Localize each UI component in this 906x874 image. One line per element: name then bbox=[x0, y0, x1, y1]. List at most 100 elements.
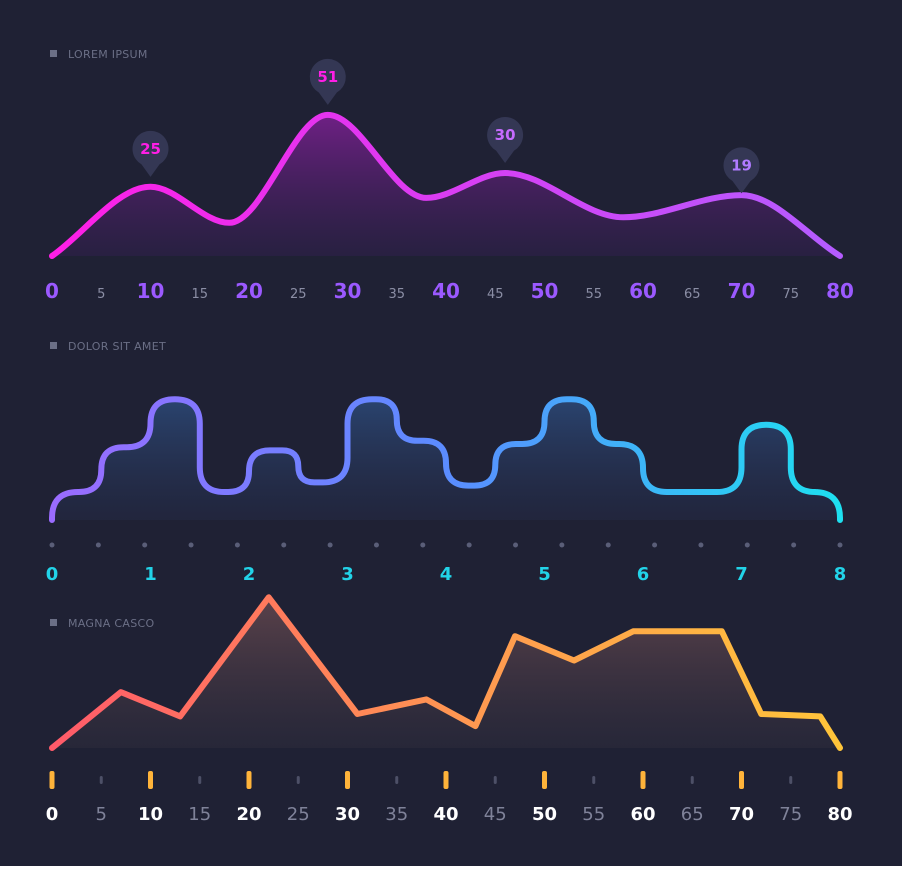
chart-3-title: MAGNA CASCO bbox=[68, 617, 154, 630]
tick-mark bbox=[640, 771, 646, 789]
tick-mark bbox=[739, 771, 744, 789]
chart-1-title: LOREM IPSUM bbox=[68, 48, 148, 61]
x-tick-label: 5 bbox=[97, 287, 105, 302]
x-tick-label: 80 bbox=[827, 804, 852, 825]
x-tick-label: 0 bbox=[46, 804, 59, 825]
x-tick-label: 75 bbox=[782, 287, 799, 302]
grid-dot bbox=[559, 542, 565, 548]
x-tick-label: 15 bbox=[188, 804, 211, 825]
x-tick-label: 55 bbox=[585, 287, 602, 302]
chart-3-area bbox=[52, 597, 840, 748]
x-tick-label: 20 bbox=[235, 279, 263, 303]
value-pin: 25 bbox=[132, 130, 169, 177]
grid-dot bbox=[652, 542, 658, 548]
pin-shape bbox=[487, 116, 524, 163]
tick-mark bbox=[542, 771, 547, 789]
minor-tick-mark bbox=[99, 776, 103, 784]
x-tick-label: 15 bbox=[191, 287, 208, 302]
x-tick-label: 35 bbox=[388, 287, 405, 302]
pin-value-label: 51 bbox=[317, 68, 338, 86]
chart-2-line bbox=[49, 396, 843, 523]
x-tick-label: 5 bbox=[96, 804, 107, 825]
grid-dot bbox=[281, 542, 287, 548]
x-tick-label: 35 bbox=[385, 804, 408, 825]
pin-shape bbox=[723, 147, 760, 194]
grid-dot bbox=[513, 542, 519, 548]
chart-3: MAGNA CASCO 0 5 10 15 20 25 30 35 40 45 50 55 60 65 70… bbox=[46, 594, 853, 825]
tick-mark bbox=[49, 771, 55, 789]
tick-mark bbox=[246, 771, 252, 789]
grid-dot bbox=[95, 542, 101, 548]
minor-tick-mark bbox=[296, 776, 300, 784]
x-tick-label: 6 bbox=[637, 564, 650, 585]
minor-tick-mark bbox=[395, 776, 399, 784]
chart-2: DOLOR SIT AMET 0 1 2 3 4 5 6 7 8 bbox=[46, 340, 847, 585]
tick-mark bbox=[443, 771, 449, 789]
x-tick-label: 40 bbox=[433, 804, 458, 825]
grid-dot bbox=[837, 542, 843, 548]
minor-tick-mark bbox=[592, 776, 596, 784]
x-tick-label: 30 bbox=[334, 279, 362, 303]
x-tick-label: 10 bbox=[137, 279, 165, 303]
x-tick-label: 60 bbox=[629, 279, 657, 303]
grid-dot bbox=[744, 542, 750, 548]
x-tick-label: 65 bbox=[684, 287, 701, 302]
pin-value-label: 30 bbox=[495, 126, 516, 144]
x-tick-label: 3 bbox=[341, 564, 354, 585]
x-tick-label: 60 bbox=[630, 804, 655, 825]
x-tick-label: 45 bbox=[484, 804, 507, 825]
chart-3-title-marker bbox=[50, 619, 57, 626]
x-tick-label: 40 bbox=[432, 279, 460, 303]
grid-dot bbox=[142, 542, 148, 548]
tick-mark bbox=[148, 771, 153, 789]
grid-dot bbox=[605, 542, 611, 548]
x-tick-label: 50 bbox=[532, 804, 557, 825]
chart-1: LOREM IPSUM 25 51 30 19 0 5 10 15 20 25 30 35 40 45 5… bbox=[45, 48, 854, 303]
tick-mark bbox=[837, 771, 843, 789]
minor-tick-mark bbox=[198, 776, 202, 784]
chart-2-title: DOLOR SIT AMET bbox=[68, 340, 166, 353]
grid-dot bbox=[234, 542, 240, 548]
x-tick-label: 20 bbox=[236, 804, 261, 825]
x-tick-label: 30 bbox=[335, 804, 360, 825]
x-tick-label: 10 bbox=[138, 804, 163, 825]
x-tick-label: 5 bbox=[538, 564, 551, 585]
x-tick-label: 7 bbox=[735, 564, 748, 585]
x-tick-label: 50 bbox=[531, 279, 559, 303]
value-pin: 51 bbox=[309, 58, 346, 105]
pin-shape bbox=[309, 58, 346, 105]
grid-dot bbox=[466, 542, 472, 548]
x-tick-label: 0 bbox=[46, 564, 59, 585]
x-tick-label: 8 bbox=[834, 564, 847, 585]
chart-2-area bbox=[52, 399, 840, 520]
grid-dot bbox=[373, 542, 379, 548]
chart-2-title-marker bbox=[50, 342, 57, 349]
chart-1-area bbox=[52, 114, 840, 256]
pin-shape bbox=[132, 130, 169, 177]
x-tick-label: 65 bbox=[681, 804, 704, 825]
x-tick-label: 80 bbox=[826, 279, 854, 303]
tick-mark bbox=[345, 771, 350, 789]
grid-dot bbox=[791, 542, 797, 548]
grid-dot bbox=[420, 542, 426, 548]
x-tick-label: 0 bbox=[45, 279, 59, 303]
grid-dot bbox=[49, 542, 55, 548]
minor-tick-mark bbox=[493, 776, 497, 784]
x-tick-label: 1 bbox=[144, 564, 157, 585]
x-tick-label: 2 bbox=[243, 564, 256, 585]
chart-3-line bbox=[49, 594, 843, 751]
value-pin: 30 bbox=[487, 116, 524, 163]
chart-1-line bbox=[49, 111, 843, 259]
x-tick-label: 45 bbox=[487, 287, 504, 302]
x-tick-label: 25 bbox=[287, 804, 310, 825]
x-tick-label: 70 bbox=[729, 804, 754, 825]
minor-tick-mark bbox=[690, 776, 694, 784]
grid-dot bbox=[327, 542, 333, 548]
x-tick-label: 55 bbox=[582, 804, 605, 825]
value-pin: 19 bbox=[723, 147, 760, 194]
minor-tick-mark bbox=[789, 776, 793, 784]
x-tick-label: 4 bbox=[440, 564, 453, 585]
pin-value-label: 25 bbox=[140, 140, 161, 158]
